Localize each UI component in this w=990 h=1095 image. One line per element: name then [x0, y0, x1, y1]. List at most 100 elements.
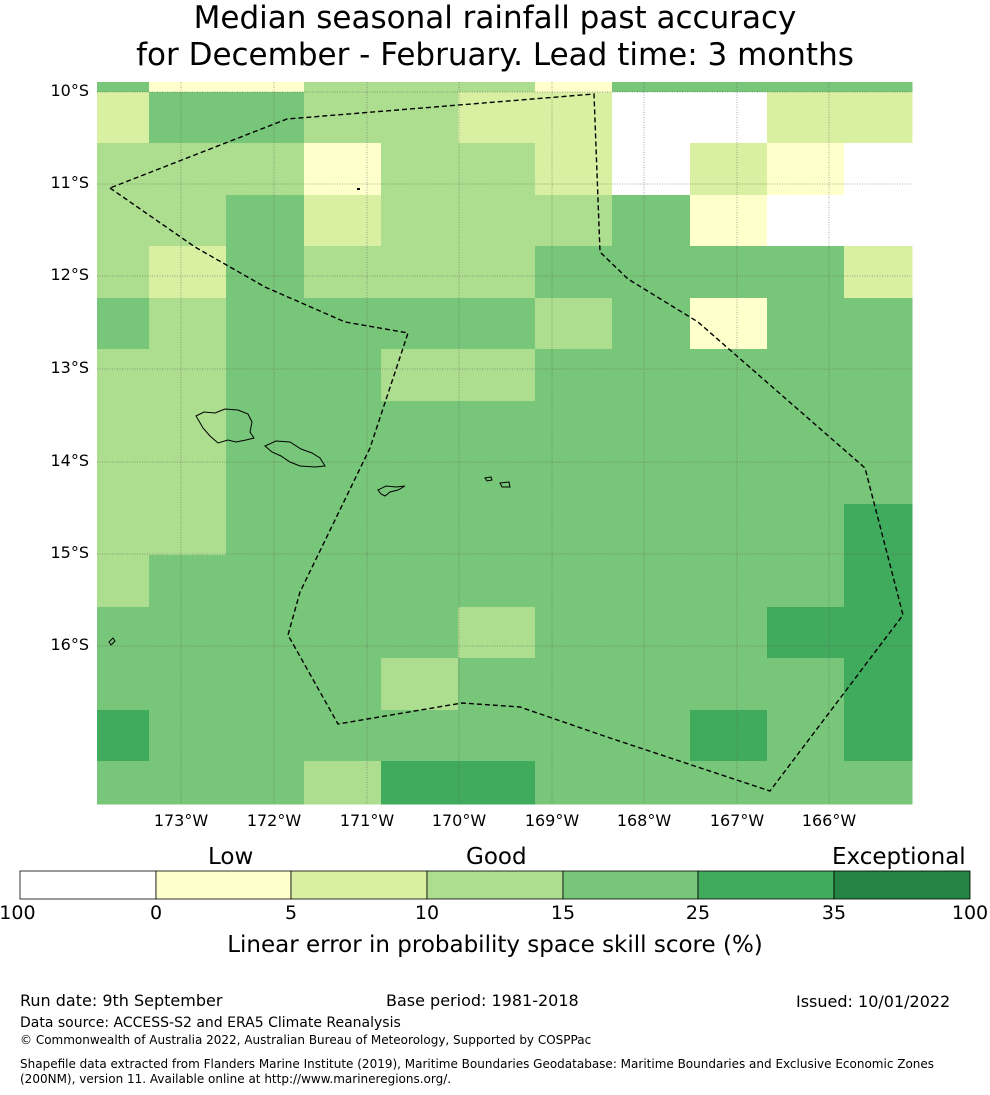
grid-cell [458, 710, 536, 762]
grid-cell [535, 504, 613, 556]
grid-cell [844, 195, 913, 247]
latitude-label: 14°S [50, 451, 89, 470]
shapefile-credit-2: (200NM), version 11. Available online at… [20, 1072, 452, 1086]
grid-cell [226, 658, 305, 711]
grid-cell [844, 143, 913, 196]
grid-cell [304, 143, 382, 196]
grid-cell [458, 298, 536, 350]
grid-cell [381, 143, 459, 196]
issued-date: Issued: 10/01/2022 [796, 992, 951, 1011]
grid-cell [304, 298, 382, 350]
island-small-north [357, 188, 360, 190]
grid-cell [97, 555, 150, 608]
colorbar-segment [426, 870, 564, 900]
grid-cell [458, 195, 536, 247]
latitude-label: 13°S [50, 358, 89, 377]
grid-cell [844, 555, 913, 608]
grid-cell [690, 555, 768, 608]
grid-cell [149, 555, 227, 608]
grid-cell [97, 452, 150, 505]
grid-cell [844, 658, 913, 711]
grid-cell [304, 761, 382, 805]
grid-cell [690, 298, 768, 350]
grid-cell [97, 658, 150, 711]
grid-cell [97, 92, 150, 144]
grid-cell [612, 555, 691, 608]
grid-cell [458, 504, 536, 556]
island-upolu [264, 440, 326, 468]
gridlines [97, 82, 912, 804]
grid-cell [612, 246, 691, 299]
shapefile-credit-1: Shapefile data extracted from Flanders M… [20, 1057, 935, 1071]
colorbar-segment [697, 870, 835, 900]
colorbar-tick-label: 25 [685, 902, 711, 924]
chart-title: Median seasonal rainfall past accuracy f… [0, 0, 990, 74]
grid-cell [97, 246, 150, 299]
grid-cell [226, 761, 305, 805]
longitude-label: 166°W [801, 811, 857, 830]
grid-cell [767, 143, 845, 196]
grid-cell [304, 195, 382, 247]
grid-cell [97, 298, 150, 350]
colorbar-label: Linear error in probability space skill … [227, 932, 763, 958]
grid-cell [767, 452, 845, 505]
grid-cell [458, 82, 536, 93]
grid-cell [149, 761, 227, 805]
grid-cell [535, 607, 613, 659]
grid-cell [690, 452, 768, 505]
grid-cell [844, 607, 913, 659]
grid-cell [767, 607, 845, 659]
grid-cell [304, 82, 382, 93]
grid-cell [226, 298, 305, 350]
grid-cell [149, 607, 227, 659]
grid-cell [226, 195, 305, 247]
grid-cell [844, 298, 913, 350]
island-tutuila [377, 485, 406, 497]
grid-cell [304, 401, 382, 453]
longitude-label: 173°W [153, 811, 209, 830]
grid-cell [458, 555, 536, 608]
colorbar-tick-label: 10 [414, 902, 440, 924]
grid-cell [149, 82, 227, 93]
islands [108, 188, 511, 646]
grid-cell [535, 92, 613, 144]
grid-cell [767, 246, 845, 299]
grid-cell [767, 298, 845, 350]
grid-cell [149, 298, 227, 350]
longitude-label: 168°W [616, 811, 672, 830]
grid-cell [535, 710, 613, 762]
grid-cell [612, 143, 691, 196]
colorbar-segment [562, 870, 699, 900]
colorbar-segment [833, 870, 971, 900]
grid-cell [535, 298, 613, 350]
colorbar-tick-label: 15 [550, 902, 576, 924]
grid-cell [690, 195, 768, 247]
colorbar-segment [19, 870, 157, 900]
grid-cell [767, 92, 845, 144]
grid-cell [381, 710, 459, 762]
grid-cell [226, 504, 305, 556]
title-line-1: Median seasonal rainfall past accuracy [193, 0, 797, 36]
latitude-label: 12°S [50, 265, 89, 284]
grid-cell [458, 92, 536, 144]
grid-cell [97, 349, 150, 402]
rainfall-skill-map [97, 82, 913, 805]
grid-cell [535, 246, 613, 299]
island-ofu [484, 476, 493, 482]
grid-cell [690, 92, 768, 144]
grid-cell [304, 504, 382, 556]
category-low: Low [208, 844, 254, 870]
grid-cell [97, 401, 150, 453]
grid-cell [535, 555, 613, 608]
grid-cell [226, 143, 305, 196]
island-savaii [195, 408, 255, 444]
grid-cell [535, 82, 613, 93]
grid-cell [458, 246, 536, 299]
grid-cell [612, 452, 691, 505]
colorbar-tick-label: 5 [284, 902, 298, 924]
grid-cell [149, 143, 227, 196]
grid-cell [381, 92, 459, 144]
grid-cell [690, 349, 768, 402]
grid-cell [381, 195, 459, 247]
grid-cell [458, 761, 536, 805]
